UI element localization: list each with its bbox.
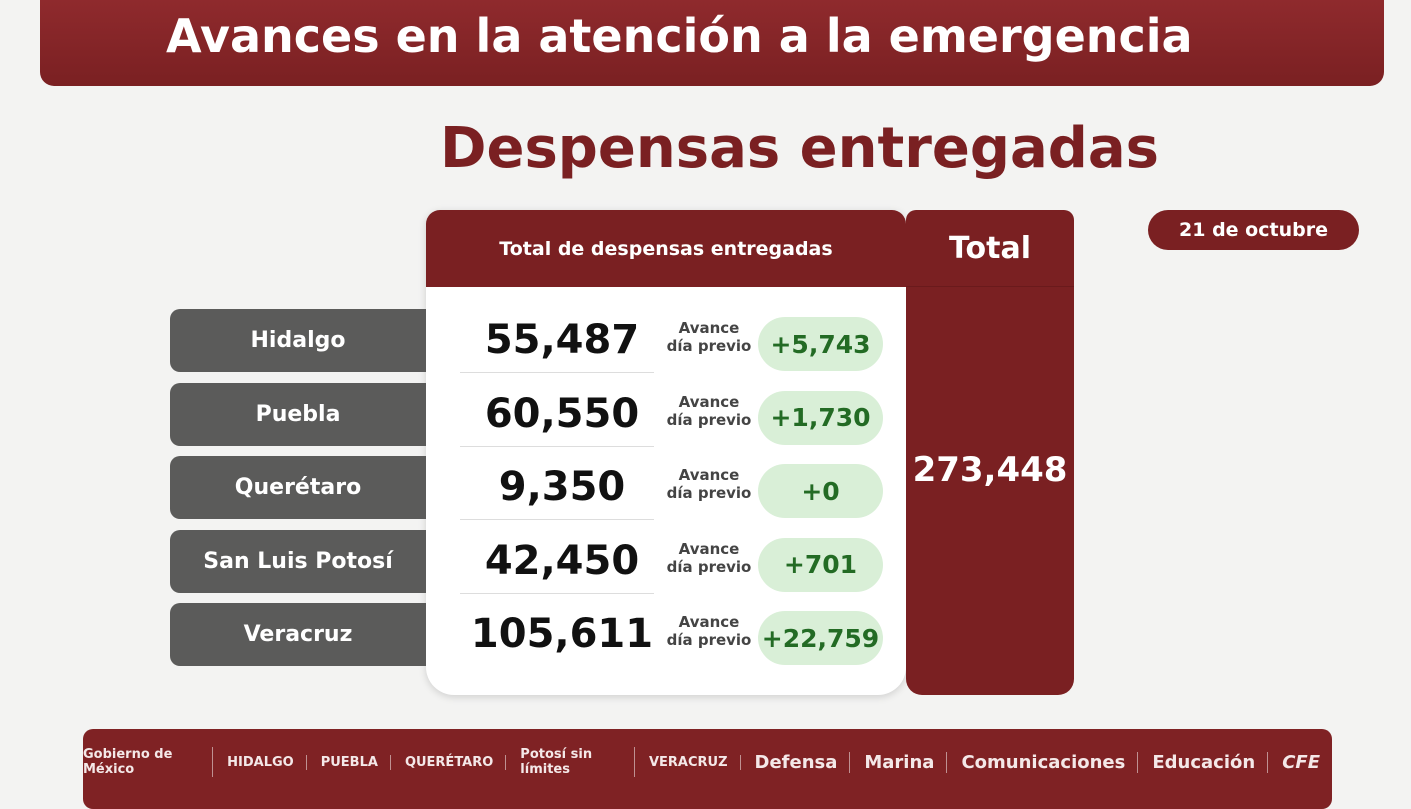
column-header: Total de despensas entregadas [426,210,906,287]
total-value: 273,448 [912,450,1068,490]
logo: VERACRUZ [649,754,741,770]
header-banner: Avances en la atención a la emergencia [40,0,1384,86]
logo: Educación [1152,751,1269,773]
state-label: Querétaro [170,456,426,519]
delivered-value: 9,350 [498,464,626,510]
date-badge: 21 de octubre [1148,210,1359,250]
table-row: 55,487 Avance día previo +5,743 [426,299,906,373]
section-title: Despensas entregadas [440,116,1159,181]
logo: Comunicaciones [961,751,1139,773]
totals-card: Total de despensas entregadas [426,210,906,695]
table-row: 60,550 Avance día previo +1,730 [426,373,906,447]
table-row: 9,350 Avance día previo +0 [426,446,906,520]
delta-badge: +1,730 [758,390,883,445]
delta-badge: +0 [758,464,883,518]
delta-badge: +22,759 [758,611,883,665]
delta-label: Avance día previo [666,539,752,576]
delivered-value: 105,611 [470,611,654,657]
delta-label: Avance día previo [666,392,752,429]
total-column: Total 273,448 [906,210,1074,695]
row-divider [460,519,654,520]
delta-label: Avance día previo [666,466,752,502]
logo: QUERÉTARO [405,754,507,770]
delta-badge: +5,743 [758,317,883,371]
logo: HIDALGO [227,754,307,770]
delta-label: Avance día previo [666,613,752,649]
logo: PUEBLA [321,754,391,770]
table-row: 42,450 Avance día previo +701 [426,520,906,594]
row-divider [460,372,654,373]
delivered-value: 60,550 [484,390,640,437]
state-label: Puebla [170,382,426,446]
total-header: Total [906,210,1074,287]
delivered-value: 42,450 [484,537,640,584]
row-divider [460,445,654,447]
state-label: Hidalgo [170,309,426,372]
logo: Gobierno de México [83,747,214,777]
logo: Marina [864,751,948,773]
delta-label: Avance día previo [666,319,752,355]
delta-badge: +701 [758,537,883,592]
state-label: Veracruz [170,603,426,666]
row-divider [460,592,654,594]
delivered-value: 55,487 [484,317,640,363]
state-label: San Luis Potosí [170,529,426,593]
logo: Potosí sin límites [520,747,635,777]
logo: Defensa [755,751,851,773]
footer-logos: Gobierno de México HIDALGO PUEBLA QUERÉTARO… [83,729,1332,809]
table-row: 105,611 Avance día previo +22,759 [426,593,906,667]
logo: CFE [1282,751,1320,773]
page-title: Avances en la atención a la emergencia [166,9,1193,63]
